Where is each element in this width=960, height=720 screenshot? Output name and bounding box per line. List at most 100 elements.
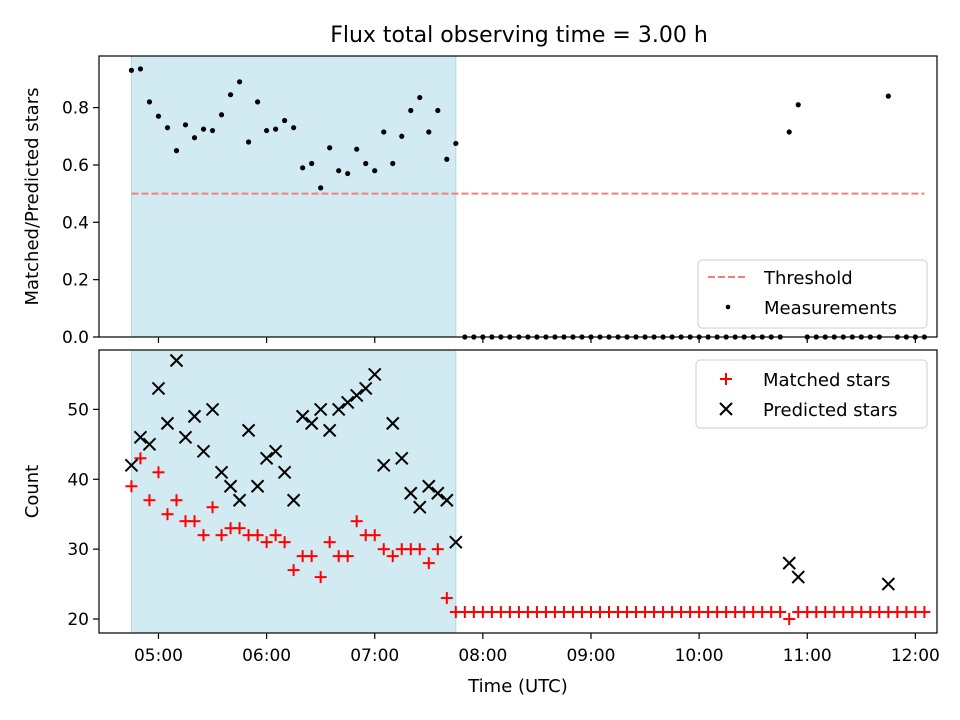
x-tick-label: 07:00 xyxy=(350,646,399,666)
measurement-point xyxy=(273,126,279,132)
legend-measurements-label: Measurements xyxy=(764,298,897,319)
predicted-star-point xyxy=(440,493,454,507)
predicted-star-point xyxy=(196,444,211,459)
matched-stars-points xyxy=(125,452,931,626)
top-axes-frame xyxy=(98,55,938,338)
top-y-ticks: 0.0 0.2 0.4 0.6 0.8 xyxy=(62,99,99,348)
bottom-legend-box xyxy=(695,359,928,429)
measurement-point xyxy=(209,127,216,134)
x-tick-label: 09:00 xyxy=(566,646,615,666)
matched-star-point xyxy=(125,480,138,493)
matched-star-point xyxy=(215,529,228,542)
measurement-point xyxy=(200,126,207,132)
predicted-star-point xyxy=(413,500,427,514)
matched-star-point xyxy=(413,543,426,556)
predicted-star-point xyxy=(395,451,409,466)
measurement-point xyxy=(318,185,324,191)
measurement-point xyxy=(444,156,450,162)
matched-star-point xyxy=(314,571,327,584)
measurement-point xyxy=(236,79,243,85)
matched-star-point xyxy=(350,515,363,528)
matched-star-point xyxy=(278,536,291,549)
measurement-point xyxy=(363,160,369,167)
measurement-point xyxy=(354,146,360,152)
measurement-point xyxy=(137,66,144,72)
bottom-axes-frame xyxy=(98,349,938,634)
predicted-star-point xyxy=(151,381,166,396)
x-tick-label: 06:00 xyxy=(242,646,291,666)
legend-threshold-label: Threshold xyxy=(763,268,853,289)
matched-star-point xyxy=(323,536,336,549)
predicted-star-point xyxy=(340,395,355,410)
measurement-point xyxy=(128,67,135,73)
top-y-axis-label: Matched/Predicted stars xyxy=(22,88,43,306)
matched-star-point xyxy=(260,536,273,549)
x-tick-label: 12:00 xyxy=(891,646,940,666)
matched-star-point xyxy=(233,522,246,535)
measurement-point xyxy=(390,160,396,167)
predicted-star-point xyxy=(259,451,274,466)
legend-measurements-swatch xyxy=(725,304,731,310)
measurement-point xyxy=(336,168,342,174)
figure-title: Flux total observing time = 3.00 h xyxy=(330,23,708,48)
matched-star-point xyxy=(152,466,165,479)
top-shaded-region xyxy=(130,55,457,338)
predicted-star-point xyxy=(295,409,310,424)
matched-star-point xyxy=(368,529,381,542)
measurement-point xyxy=(435,107,441,114)
top-x-ticks xyxy=(157,337,916,343)
predicted-star-point xyxy=(241,423,256,438)
legend-predicted-swatch xyxy=(719,402,733,416)
predicted-star-point xyxy=(205,402,220,417)
measurement-point xyxy=(309,160,315,167)
measurement-point xyxy=(300,165,306,171)
measurement-point xyxy=(146,99,153,105)
y-tick-label: 0.0 xyxy=(62,328,89,348)
predicted-star-point xyxy=(377,458,391,473)
measurement-point xyxy=(408,107,414,114)
predicted-star-point xyxy=(304,416,319,431)
measurement-point xyxy=(417,94,423,101)
matched-star-point xyxy=(783,613,796,626)
predicted-star-point xyxy=(286,493,301,507)
matched-star-point xyxy=(305,550,318,563)
y-tick-label: 0.2 xyxy=(62,271,89,291)
predicted-star-point xyxy=(368,367,382,382)
predicted-star-point xyxy=(431,486,445,500)
legend-matched-label: Matched stars xyxy=(763,370,890,391)
y-tick-label: 0.4 xyxy=(62,213,89,233)
bottom-panel: 20 30 40 50 05:00 06:00 07:00 08:00 09:00 10:00 1… xyxy=(22,349,940,697)
measurement-point xyxy=(218,112,225,118)
measurement-point xyxy=(254,99,261,105)
matched-star-point xyxy=(431,543,444,556)
matched-star-point xyxy=(143,494,156,507)
measurement-point xyxy=(426,129,432,135)
matched-star-point xyxy=(188,515,201,528)
matched-star-point xyxy=(170,494,183,507)
predicted-star-point xyxy=(187,409,202,424)
matched-star-point xyxy=(287,564,300,577)
matched-star-point xyxy=(440,592,453,605)
measurement-point xyxy=(164,125,171,131)
x-tick-label: 10:00 xyxy=(675,646,724,666)
measurement-point xyxy=(399,133,405,139)
x-axis-label: Time (UTC) xyxy=(467,676,568,697)
shaded-span xyxy=(130,349,457,634)
measurement-point xyxy=(345,170,351,177)
matched-star-point xyxy=(918,606,931,619)
bottom-shaded-region xyxy=(130,349,457,634)
y-tick-label: 20 xyxy=(67,610,89,630)
predicted-star-point xyxy=(133,430,148,445)
y-tick-label: 40 xyxy=(67,470,89,490)
bottom-y-ticks: 20 30 40 50 xyxy=(67,400,99,630)
predicted-star-point xyxy=(178,430,193,445)
measurement-point xyxy=(453,140,459,147)
predicted-star-point xyxy=(386,416,400,431)
measurement-point xyxy=(182,122,189,128)
measurement-point xyxy=(191,135,198,141)
matched-star-point xyxy=(386,550,399,563)
predicted-star-point xyxy=(791,570,805,584)
measurement-point xyxy=(786,129,792,135)
predicted-star-point xyxy=(142,437,157,452)
predicted-star-point xyxy=(322,423,337,438)
